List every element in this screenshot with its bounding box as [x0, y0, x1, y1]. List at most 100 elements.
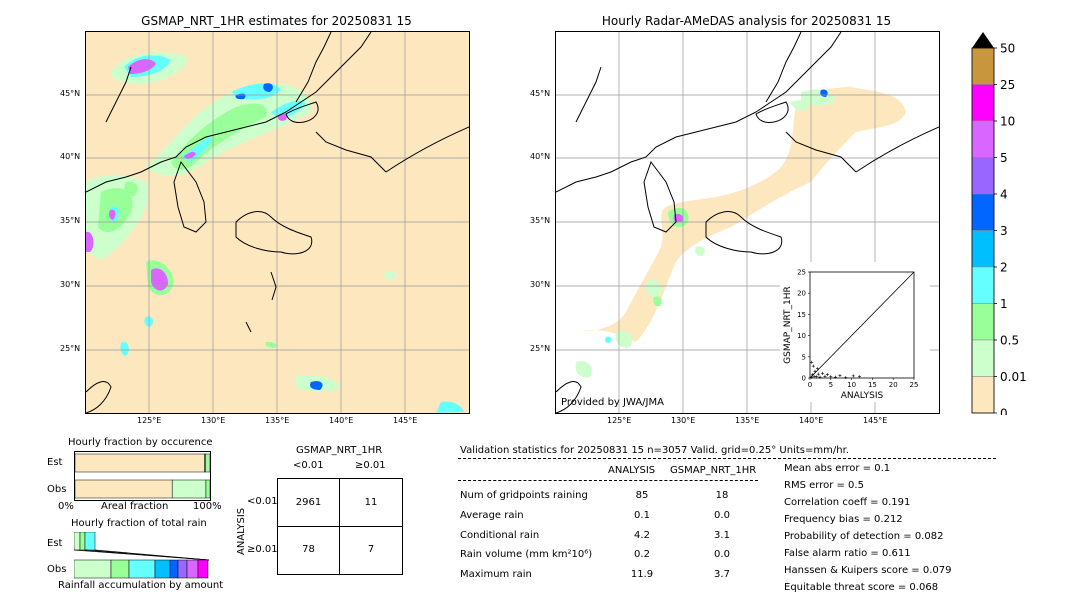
contingency-top-title: GSMAP_NRT_1HR	[296, 445, 383, 456]
occ-bar-segment	[171, 479, 207, 499]
fraction-occ-title: Hourly fraction by occurence	[68, 437, 213, 448]
scatter-point	[815, 367, 819, 371]
colorbar-swatch	[971, 193, 995, 231]
contingency-row-label-lt: <0.01	[247, 496, 278, 507]
left-lon-label-125: 125°E	[137, 416, 162, 425]
provider-credit: Provided by JWA/JMA	[561, 397, 664, 408]
right-lon-label-125: 125°E	[607, 416, 632, 425]
validation-row-label: Rain volume (mm km²10⁶)	[460, 549, 593, 560]
left-lon-label-140: 140°E	[329, 416, 354, 425]
contingency-side-title: ANALYSIS	[236, 507, 247, 555]
score-pod: Probability of detection = 0.082	[784, 531, 944, 542]
right-lat-label-45: 45°N	[530, 89, 551, 98]
colorbar-tick-label: 0.5	[1000, 334, 1019, 348]
scatter-point	[825, 373, 829, 377]
colorbar: 50 25 10 5 4 3 2 1 0.5 0.01 0	[970, 30, 1030, 415]
colorbar-swatch	[971, 230, 995, 268]
right-lat-label-40: 40°N	[530, 152, 551, 161]
right-lon-label-145: 145°E	[863, 416, 888, 425]
scatter-point	[809, 375, 813, 379]
scatter-point	[833, 375, 837, 379]
scatter-point	[816, 372, 820, 376]
contingency-cell-11: 7	[367, 544, 375, 555]
scatter-point	[820, 371, 824, 375]
scatter-inset: 0 0 5 5 10 10 15 15 20 20 25 25 ANALYSIS GSMAP_NRT_1H…	[780, 262, 930, 402]
colorbar-swatch	[971, 47, 995, 85]
left-map-coastline	[86, 32, 469, 413]
fraction-occ-xlabel: Areal fraction	[101, 501, 169, 512]
validation-row-label: Average rain	[460, 510, 524, 521]
colorbar-swatch	[971, 376, 995, 414]
scatter-point	[818, 375, 822, 379]
validation-row-label: Maximum rain	[460, 569, 532, 580]
score-ets: Equitable threat score = 0.068	[784, 582, 939, 593]
left-map-grid	[86, 32, 469, 413]
right-lon-label-130: 130°E	[671, 416, 696, 425]
validation-row-analysis: 0.1	[634, 510, 650, 521]
score-rms-error: RMS error = 0.5	[784, 480, 864, 491]
scatter-point	[811, 364, 815, 368]
left-lon-label-130: 130°E	[201, 416, 226, 425]
scatter-point	[813, 369, 817, 373]
right-map-coastline	[556, 32, 939, 413]
fraction-total-xlabel: Rainfall accumulation by amount	[58, 580, 224, 591]
left-map	[85, 31, 470, 414]
gsmap-precip-field	[86, 52, 464, 413]
validation-divider	[458, 458, 996, 459]
colorbar-swatch	[971, 339, 995, 377]
colorbar-swatch	[971, 120, 995, 158]
fraction-total-title: Hourly fraction of total rain	[71, 518, 207, 529]
colorbar-swatch	[971, 84, 995, 122]
scatter-point	[829, 375, 833, 379]
score-frequency-bias: Frequency bias = 0.212	[784, 514, 903, 525]
occ-bar-segment	[205, 453, 210, 473]
fraction-total-obs-label: Obs	[47, 564, 67, 575]
colorbar-swatch	[971, 266, 995, 304]
x-tick-label: 25	[910, 381, 919, 389]
validation-row-label: Num of gridpoints raining	[460, 490, 588, 501]
colorbar-tick-label: 50	[1000, 42, 1015, 56]
validation-col-divider	[458, 480, 758, 481]
scatter-point	[844, 376, 848, 380]
validation-row-analysis: 4.2	[634, 530, 650, 541]
colorbar-extend-arrow	[972, 32, 994, 48]
colorbar-tick-label: 5	[1000, 151, 1008, 165]
left-lon-label-145: 145°E	[393, 416, 418, 425]
colorbar-swatch	[971, 303, 995, 341]
contingency-table: 2961 11 78 7	[277, 478, 403, 575]
contingency-row-label-ge: ≥0.01	[247, 544, 278, 555]
y-tick-label: 0	[802, 375, 806, 383]
colorbar-tick-label: 10	[1000, 115, 1015, 129]
left-map-title: GSMAP_NRT_1HR estimates for 20250831 15	[141, 14, 412, 28]
contingency-cell-01: 11	[364, 497, 378, 508]
right-map-title: Hourly Radar-AMeDAS analysis for 2025083…	[601, 14, 892, 28]
fraction-occ-left-label: 0%	[58, 501, 74, 512]
right-lon-label-140: 140°E	[799, 416, 824, 425]
validation-row-gsmap: 3.7	[714, 569, 730, 580]
fraction-occ-obs-label: Obs	[47, 484, 67, 495]
left-lat-label-35: 35°N	[60, 216, 81, 225]
scatter-point	[823, 374, 827, 378]
fraction-total-chart	[74, 532, 209, 579]
colorbar-swatch	[971, 157, 995, 195]
contingency-cell-00: 2961	[295, 497, 322, 508]
validation-row-label: Conditional rain	[460, 530, 540, 541]
validation-row-gsmap: 0.0	[714, 549, 730, 560]
validation-row-gsmap: 3.1	[714, 530, 730, 541]
scatter-point	[858, 375, 862, 379]
fraction-occ-chart	[74, 451, 211, 501]
validation-header: Validation statistics for 20250831 15 n=…	[460, 445, 849, 456]
occ-bar-segment	[75, 479, 173, 499]
scatter-point	[810, 360, 814, 364]
colorbar-tick-label: 1	[1000, 297, 1008, 311]
x-tick-label: 5	[829, 381, 833, 389]
y-tick-label: 15	[797, 311, 806, 319]
scatter-point	[815, 375, 819, 379]
occ-bar-segment	[75, 453, 205, 473]
left-lat-label-25: 25°N	[60, 344, 81, 353]
x-tick-label: 10	[847, 381, 856, 389]
x-tick-label: 20	[889, 381, 898, 389]
contingency-cell-10: 78	[302, 544, 315, 555]
validation-row-analysis: 85	[635, 490, 649, 501]
right-lat-label-30: 30°N	[530, 280, 551, 289]
